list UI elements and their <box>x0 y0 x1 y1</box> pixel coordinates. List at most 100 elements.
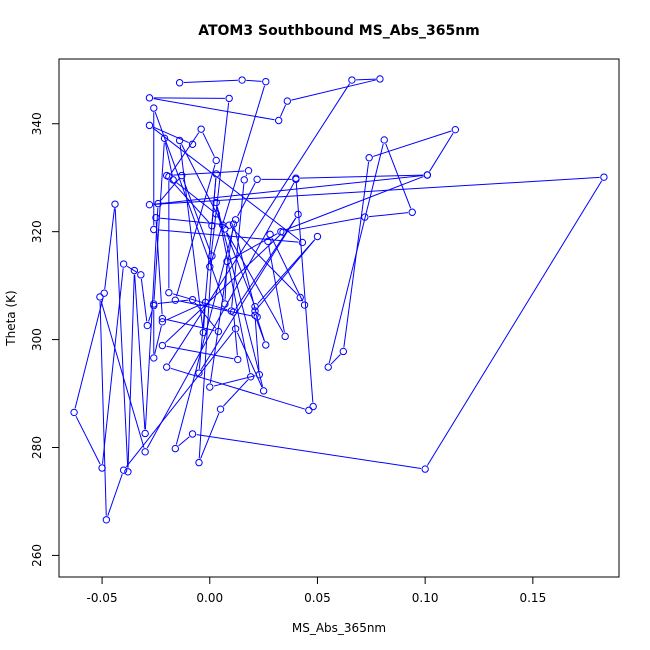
data-point <box>188 295 197 304</box>
x-axis: -0.05 0.00 0.05 0.10 0.15 <box>87 576 546 605</box>
data-point <box>361 213 369 221</box>
series-segment <box>182 179 211 253</box>
data-point <box>218 221 227 229</box>
data-point <box>305 406 313 414</box>
data-point <box>96 293 104 301</box>
series-segment <box>254 319 260 371</box>
data-point <box>231 216 240 224</box>
data-point <box>154 199 162 208</box>
data-point <box>130 266 139 275</box>
series-segment <box>257 239 316 309</box>
series-segment <box>100 300 145 448</box>
data-point <box>266 230 274 239</box>
data-point <box>119 260 128 268</box>
data-point <box>259 387 268 395</box>
series-segment <box>168 83 351 364</box>
data-point <box>158 318 167 326</box>
data-point <box>102 516 111 524</box>
series-segment <box>198 260 213 459</box>
series-segment <box>75 415 101 465</box>
series-segment <box>172 293 228 311</box>
series-segment <box>153 98 275 121</box>
series-segment <box>385 143 412 209</box>
series-segment <box>196 434 422 469</box>
series-segment <box>179 144 204 329</box>
data-point <box>225 94 233 103</box>
series-segment <box>224 265 228 300</box>
series-segment <box>223 379 249 407</box>
data-point <box>231 325 240 333</box>
data-point <box>221 300 229 308</box>
series-segment <box>152 127 300 241</box>
data-point <box>298 238 307 247</box>
series-segment <box>170 367 305 410</box>
data-point <box>208 222 216 230</box>
data-point <box>253 175 261 184</box>
series-segment <box>330 354 341 365</box>
series-segment <box>127 274 135 468</box>
x-tick-label: 0.00 <box>196 591 223 605</box>
data-point <box>70 408 78 417</box>
series-segment <box>209 102 230 263</box>
series-segment <box>183 79 238 84</box>
data-point <box>178 171 186 180</box>
data-point <box>234 355 242 364</box>
series-segment <box>144 207 159 430</box>
y-tick-label: 340 <box>30 112 44 135</box>
data-point <box>214 327 223 336</box>
series-segment <box>126 265 138 274</box>
series-segment <box>257 239 316 304</box>
x-tick-label: 0.05 <box>304 591 331 605</box>
data-point <box>162 363 171 371</box>
series-segment <box>368 212 409 218</box>
series-segment <box>429 132 454 172</box>
data-point <box>141 448 149 456</box>
series-segment <box>178 436 190 447</box>
data-point <box>313 232 322 241</box>
series-segment <box>295 182 314 403</box>
data-point <box>201 298 210 307</box>
series-segment <box>114 208 129 468</box>
series-segment <box>194 302 217 329</box>
data-point <box>206 263 214 271</box>
data-point <box>150 104 158 112</box>
data-point <box>158 341 167 350</box>
data-point <box>150 225 158 234</box>
data-point <box>283 97 292 105</box>
series-segment <box>157 229 299 243</box>
data-point <box>119 466 128 474</box>
series-segment <box>284 176 424 231</box>
series-segment <box>74 297 104 409</box>
data-point <box>171 444 180 453</box>
series-layer <box>70 75 608 524</box>
series-segment <box>216 206 264 387</box>
series-segment <box>125 331 234 468</box>
data-point <box>188 430 197 438</box>
data-point <box>212 210 220 218</box>
data-point <box>251 311 259 319</box>
data-point <box>223 257 231 266</box>
data-point <box>124 468 132 476</box>
data-point <box>348 76 356 84</box>
data-point <box>339 347 348 356</box>
data-point <box>188 140 197 148</box>
y-tick-label: 260 <box>30 544 44 567</box>
data-point <box>376 75 384 83</box>
series-segment <box>291 79 376 101</box>
data-point <box>264 237 272 246</box>
series-segment <box>164 142 173 176</box>
data-point <box>171 296 180 304</box>
data-point <box>216 405 225 413</box>
series-segment <box>153 174 424 205</box>
y-axis-label: Theta (K) <box>4 290 18 346</box>
y-tick-label: 280 <box>30 436 44 459</box>
x-tick-label: 0.15 <box>519 591 546 605</box>
series-segment <box>231 227 298 295</box>
data-point <box>165 288 173 297</box>
data-point <box>296 293 304 302</box>
series-segment <box>170 170 245 176</box>
data-point <box>380 136 388 144</box>
series-segment <box>153 176 600 205</box>
